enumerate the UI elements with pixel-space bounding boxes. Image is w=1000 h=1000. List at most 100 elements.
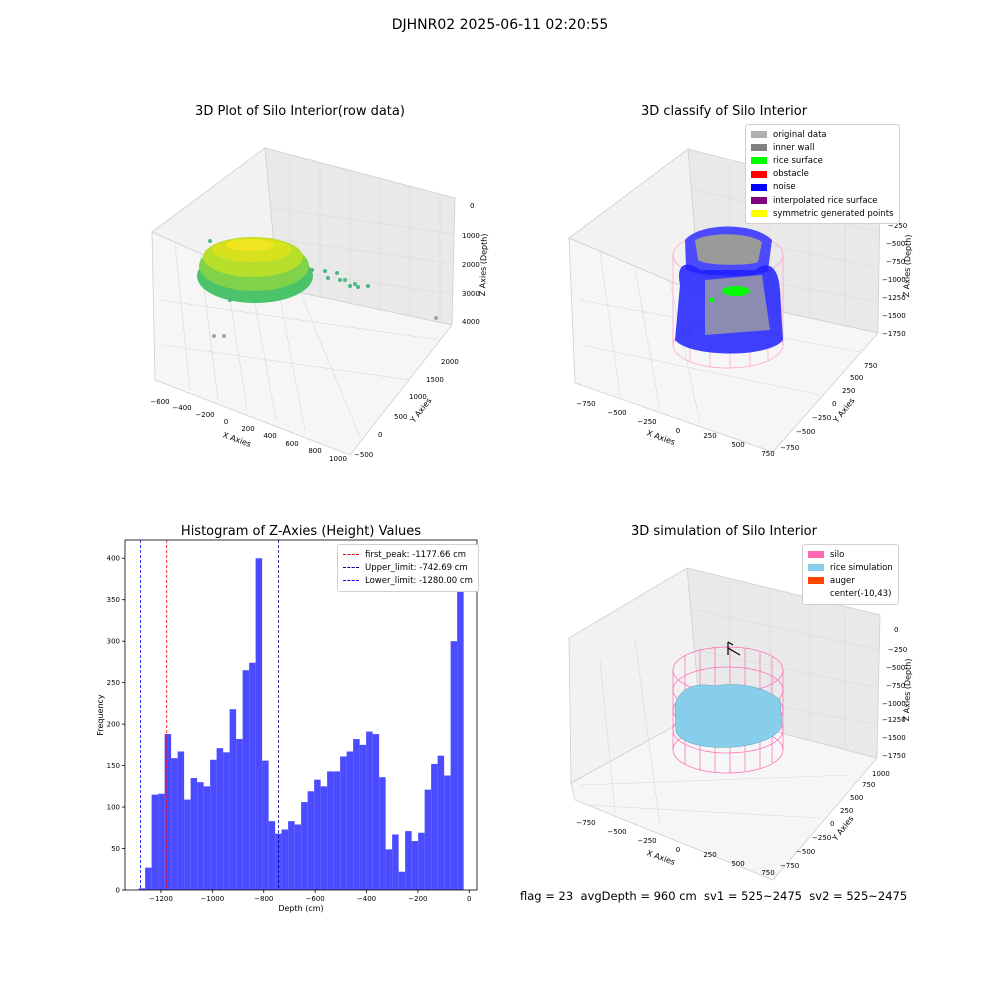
panel2-ztick: −500: [886, 240, 905, 248]
histogram-bar: [151, 794, 159, 890]
panel1-zlabel: Z Axies (Depth): [478, 233, 489, 296]
histogram-bar: [190, 778, 198, 890]
panel4-ztick: 0: [894, 626, 898, 634]
panel1-xtick: 0: [224, 418, 228, 426]
panel4-ztick: −1250: [882, 716, 906, 724]
histogram-bar: [197, 782, 204, 890]
panel1-ytick: 1000: [409, 393, 427, 401]
histogram-bar: [223, 752, 230, 890]
panel1-ytick: 2000: [441, 358, 459, 366]
legend-label: rice simulation: [830, 562, 893, 573]
legend-swatch: [751, 157, 767, 165]
legend-entry-upper-limit: Upper_limit: -742.69 cm: [343, 561, 473, 574]
histogram-bar: [184, 799, 191, 890]
panel2-3d-plot: −750 −500 −250 0 250 500 750 X Axies −75…: [568, 148, 913, 458]
legend-label: symmetric generated points: [773, 208, 894, 219]
panel4-xtick: 500: [731, 860, 744, 868]
panel2-ztick: −750: [886, 258, 905, 266]
histogram-bar: [333, 771, 341, 890]
histogram-xtick-label: −1000: [201, 895, 225, 903]
panel4-ytick: 1000: [872, 770, 890, 778]
panel1-xtick: 200: [241, 425, 254, 433]
panel2-xtick: −250: [637, 418, 656, 426]
legend-swatch: [808, 577, 824, 585]
panel4-ytick: 500: [850, 794, 863, 802]
histogram-bar: [379, 777, 386, 890]
histogram-bar: [353, 739, 360, 890]
panel3-title: Histogram of Z-Axies (Height) Values: [180, 524, 422, 539]
panel4-ztick: −750: [886, 682, 905, 690]
panel4-xtick: 250: [703, 851, 716, 859]
histogram-bar: [262, 760, 269, 890]
panel2-title: 3D classify of Silo Interior: [640, 104, 808, 119]
legend-swatch: [751, 197, 767, 205]
histogram-bar: [171, 758, 178, 890]
panel2-ytick: −750: [780, 444, 799, 452]
legend-entry-inner-wall: inner wall: [751, 141, 894, 154]
legend-entry-silo: silo: [808, 548, 893, 561]
histogram-bar: [366, 731, 373, 890]
legend-label: rice surface: [773, 155, 823, 166]
panel2-ytick: 250: [842, 387, 855, 395]
histogram-xtick-label: −600: [306, 895, 325, 903]
histogram-bar: [242, 670, 250, 890]
legend-label: silo: [830, 549, 845, 560]
histogram-ytick-label: 200: [107, 721, 120, 729]
panel4-ytick: −750: [780, 862, 799, 870]
panel1-xtick: 600: [285, 440, 298, 448]
legend-swatch: [808, 564, 824, 572]
histogram-bar: [457, 558, 464, 890]
panel2-xtick: 0: [676, 427, 680, 435]
panel4-ytick: 250: [840, 807, 853, 815]
histogram-bar: [418, 832, 425, 890]
panel2-xtick: −500: [607, 409, 626, 417]
panel4-ylabel: Y Axies: [830, 814, 856, 843]
legend-line: [343, 554, 359, 556]
legend-label: obstacle: [773, 169, 809, 180]
panel1-ztick: 1000: [462, 232, 480, 240]
histogram-bar: [177, 751, 185, 890]
panel1-xtick: −600: [150, 398, 169, 406]
legend-swatch: [751, 131, 767, 139]
legend-entry-symmetric: symmetric generated points: [751, 207, 894, 220]
histogram-bar: [268, 821, 276, 890]
panel1-ytick: 0: [378, 431, 382, 439]
histogram-xtick-label: −200: [408, 895, 427, 903]
panel4-legend: silo rice simulation auger center(-10,43…: [802, 544, 899, 605]
histogram-bar: [301, 802, 308, 890]
histogram-bar: [210, 759, 217, 890]
panel4-ztick: −1500: [882, 734, 906, 742]
legend-entry-noise: noise: [751, 181, 894, 194]
panel4-xlabel: X Axies: [645, 848, 676, 867]
panel2-xtick: −750: [576, 400, 595, 408]
histogram-bar: [372, 734, 380, 890]
histogram-bar: [320, 786, 328, 890]
panel2-ztick: −1500: [882, 312, 906, 320]
histogram-bar: [411, 841, 419, 890]
histogram-bar: [450, 641, 458, 890]
panel2-xtick: 250: [703, 432, 716, 440]
histogram-ytick-label: 350: [107, 596, 120, 604]
legend-swatch: [808, 590, 824, 598]
panel4-ytick: 750: [862, 781, 875, 789]
panel2-ztick: −1000: [882, 276, 906, 284]
legend-swatch: [751, 170, 767, 178]
panel2-xlabel: X Axies: [645, 428, 676, 447]
histogram-ytick-label: 50: [111, 845, 120, 853]
legend-line: [343, 580, 359, 582]
legend-label: interpolated rice surface: [773, 195, 878, 206]
panel1-ytick: 500: [394, 413, 407, 421]
legend-label: first_peak: -1177.66 cm: [365, 549, 467, 560]
legend-entry-rice-surface: rice surface: [751, 154, 894, 167]
histogram-ytick-label: 250: [107, 679, 120, 687]
legend-swatch: [751, 144, 767, 152]
panel2-zlabel: Z Axies (Depth): [902, 234, 913, 297]
panel1-ztick: 0: [470, 202, 474, 210]
histogram-frame: [124, 539, 478, 891]
legend-swatch: [751, 210, 767, 218]
panel2-ztick: −1750: [882, 330, 906, 338]
histogram-bar: [327, 771, 334, 890]
histogram-bar: [307, 791, 315, 890]
panel1-xtick: −200: [195, 411, 214, 419]
histogram-bar: [340, 756, 347, 890]
